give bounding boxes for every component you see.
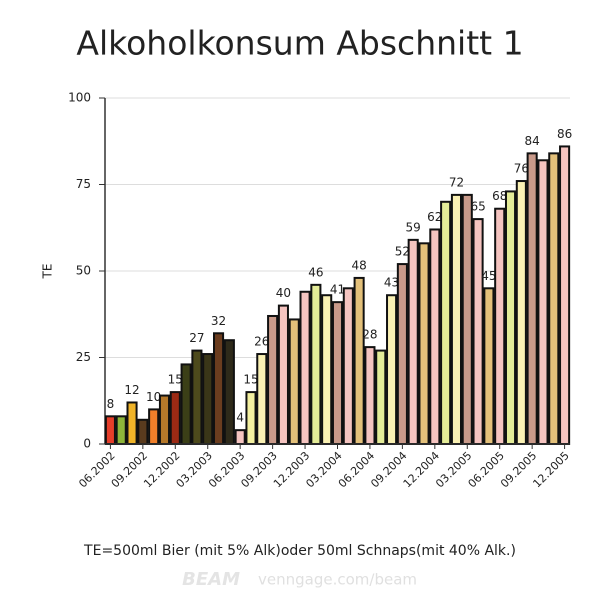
bar <box>267 314 279 446</box>
bar <box>504 190 517 445</box>
data-label: 26 <box>254 335 269 349</box>
y-tick-label: 75 <box>76 177 91 191</box>
data-label: 59 <box>406 220 421 234</box>
data-label: 4 <box>236 411 244 425</box>
bar <box>548 152 560 446</box>
x-tick-label: 12.2005 <box>530 449 571 490</box>
bar <box>331 301 344 446</box>
data-label: 46 <box>308 265 323 279</box>
data-label: 68 <box>492 189 507 203</box>
bar <box>256 353 268 446</box>
chart-title: Alkoholkonsum Abschnitt 1 <box>76 24 523 63</box>
data-label: 72 <box>449 175 464 189</box>
bar <box>299 290 311 446</box>
data-label: 48 <box>351 258 366 272</box>
data-label: 8 <box>107 397 115 411</box>
bar <box>364 346 376 445</box>
bar <box>223 339 235 446</box>
data-label: 45 <box>481 269 496 283</box>
bar <box>386 294 398 445</box>
footnote: TE=500ml Bier (mit 5% Alk)oder 50ml Schn… <box>83 543 516 559</box>
data-label: 28 <box>362 328 377 342</box>
y-axis-label: TE <box>41 264 55 280</box>
bar <box>526 152 538 446</box>
bar <box>375 349 387 445</box>
data-label: 76 <box>514 162 529 176</box>
bar <box>277 304 289 445</box>
bar <box>158 394 171 445</box>
bar <box>213 332 225 445</box>
bar <box>234 429 246 446</box>
bar <box>191 349 203 445</box>
bar <box>537 159 549 445</box>
data-label: 65 <box>470 200 485 214</box>
bar <box>429 228 441 445</box>
data-label: 15 <box>243 373 258 387</box>
data-label: 40 <box>276 286 291 300</box>
data-label: 52 <box>395 245 410 259</box>
data-label: 12 <box>124 383 139 397</box>
bar <box>342 287 354 445</box>
bar <box>396 263 408 445</box>
bar <box>407 238 419 445</box>
y-tick-label: 100 <box>68 91 91 105</box>
watermark-url: venngage.com/beam <box>258 571 417 589</box>
bar <box>202 353 214 446</box>
bar <box>461 193 473 445</box>
bar <box>126 401 138 446</box>
bar <box>180 363 192 446</box>
data-label: 41 <box>330 283 345 297</box>
bar <box>515 180 527 445</box>
data-label: 10 <box>146 390 161 404</box>
data-label: 84 <box>525 134 540 148</box>
bar <box>321 294 333 445</box>
data-label: 27 <box>189 331 204 345</box>
y-tick-label: 50 <box>76 264 91 278</box>
bar <box>310 283 322 445</box>
bar <box>440 200 452 445</box>
bar <box>115 415 127 446</box>
bar <box>353 276 365 446</box>
bar <box>104 415 116 446</box>
data-label: 62 <box>427 210 442 224</box>
bar <box>483 287 495 445</box>
data-label: 15 <box>168 373 183 387</box>
watermark: BEAM <box>182 569 240 590</box>
bar <box>288 318 300 445</box>
data-label: 86 <box>557 127 572 141</box>
data-label: 32 <box>211 314 226 328</box>
bar <box>559 145 571 445</box>
bar <box>245 391 257 446</box>
bar <box>418 242 430 445</box>
bar <box>169 391 181 446</box>
bar <box>137 418 149 445</box>
y-tick-label: 25 <box>76 350 91 364</box>
data-label: 43 <box>384 276 399 290</box>
bar <box>148 408 160 445</box>
bar <box>494 207 506 445</box>
bar <box>472 218 484 445</box>
y-tick-label: 0 <box>83 437 91 451</box>
bar <box>450 193 462 445</box>
